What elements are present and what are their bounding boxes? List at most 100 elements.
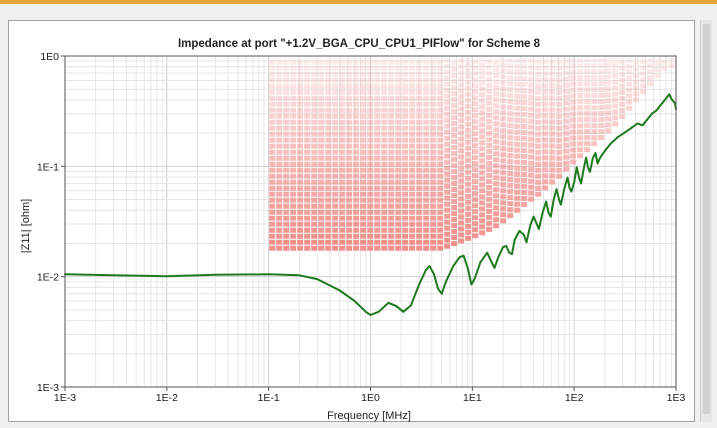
mask-cell <box>458 220 465 226</box>
mask-cell <box>346 179 353 185</box>
mask-cell <box>346 143 353 149</box>
mask-cell <box>304 185 311 191</box>
mask-cell <box>472 227 479 233</box>
mask-cell <box>409 239 416 245</box>
mask-cell <box>409 221 416 227</box>
mask-cell <box>465 193 472 199</box>
x-tick-label: 1E1 <box>463 392 482 404</box>
mask-cell <box>514 135 521 141</box>
mask-cell <box>514 111 521 117</box>
mask-cell <box>276 125 283 131</box>
mask-cell <box>465 163 472 169</box>
mask-cell <box>430 233 437 239</box>
vertical-scrollbar[interactable] <box>700 20 712 422</box>
mask-cell <box>514 99 521 105</box>
mask-cell <box>430 107 437 113</box>
mask-cell <box>395 65 402 71</box>
mask-cell <box>430 89 437 95</box>
mask-cell <box>318 239 325 245</box>
mask-cell <box>395 125 402 131</box>
mask-cell <box>381 101 388 107</box>
mask-cell <box>311 167 318 173</box>
mask-cell <box>332 233 339 239</box>
mask-cell <box>591 117 598 123</box>
mask-cell <box>542 77 549 83</box>
mask-cell <box>346 149 353 155</box>
mask-cell <box>451 67 458 73</box>
mask-cell <box>591 81 598 87</box>
mask-cell <box>388 161 395 167</box>
mask-cell <box>451 235 458 241</box>
mask-cell <box>542 83 549 89</box>
mask-cell <box>381 239 388 245</box>
mask-cell <box>444 225 451 231</box>
mask-cell <box>339 245 346 251</box>
mask-cell <box>437 143 444 149</box>
mask-cell <box>332 179 339 185</box>
mask-cell <box>346 107 353 113</box>
mask-cell <box>290 119 297 125</box>
mask-cell <box>507 63 514 69</box>
mask-cell <box>549 131 556 137</box>
mask-cell <box>318 215 325 221</box>
mask-cell <box>563 94 570 100</box>
mask-cell <box>556 173 563 179</box>
mask-cell <box>465 109 472 115</box>
mask-cell <box>339 131 346 137</box>
x-tick-label: 1E0 <box>361 392 380 404</box>
mask-cell <box>339 143 346 149</box>
mask-cell <box>507 99 514 105</box>
mask-cell <box>430 131 437 137</box>
mask-cell <box>339 101 346 107</box>
mask-cell <box>472 185 479 191</box>
mask-cell <box>577 58 584 63</box>
mask-cell <box>437 107 444 113</box>
mask-cell <box>479 158 486 164</box>
mask-cell <box>339 221 346 227</box>
mask-cell <box>514 81 521 87</box>
mask-cell <box>423 65 430 71</box>
mask-cell <box>633 58 640 61</box>
mask-cell <box>549 65 556 71</box>
mask-cell <box>563 58 570 64</box>
mask-cell <box>458 70 465 76</box>
mask-cell <box>640 65 647 71</box>
mask-cell <box>269 155 276 161</box>
mask-cell <box>311 149 318 155</box>
mask-cell <box>458 178 465 184</box>
mask-cell <box>626 81 633 87</box>
mask-cell <box>514 105 521 111</box>
mask-cell <box>409 191 416 197</box>
mask-cell <box>269 107 276 113</box>
mask-cell <box>500 140 507 146</box>
mask-cell <box>486 130 493 136</box>
mask-cell <box>423 161 430 167</box>
mask-cell <box>290 89 297 95</box>
mask-cell <box>339 71 346 77</box>
mask-cell <box>297 131 304 137</box>
mask-cell <box>325 185 332 191</box>
mask-cell <box>591 123 598 129</box>
mask-cell <box>395 83 402 89</box>
mask-cell <box>388 179 395 185</box>
mask-cell <box>416 245 423 251</box>
mask-cell <box>528 172 535 178</box>
mask-cell <box>570 81 577 87</box>
mask-cell <box>353 197 360 203</box>
mask-cell <box>612 97 619 103</box>
mask-cell <box>381 119 388 125</box>
mask-cell <box>290 215 297 221</box>
mask-cell <box>367 65 374 71</box>
mask-cell <box>640 89 647 95</box>
mask-cell <box>500 62 507 68</box>
mask-cell <box>339 179 346 185</box>
mask-cell <box>465 121 472 127</box>
mask-cell <box>360 179 367 185</box>
mask-cell <box>381 233 388 239</box>
mask-cell <box>549 95 556 101</box>
mask-cell <box>416 77 423 83</box>
scrollbar-thumb[interactable] <box>703 24 710 414</box>
mask-cell <box>409 149 416 155</box>
mask-cell <box>465 223 472 229</box>
mask-cell <box>325 167 332 173</box>
